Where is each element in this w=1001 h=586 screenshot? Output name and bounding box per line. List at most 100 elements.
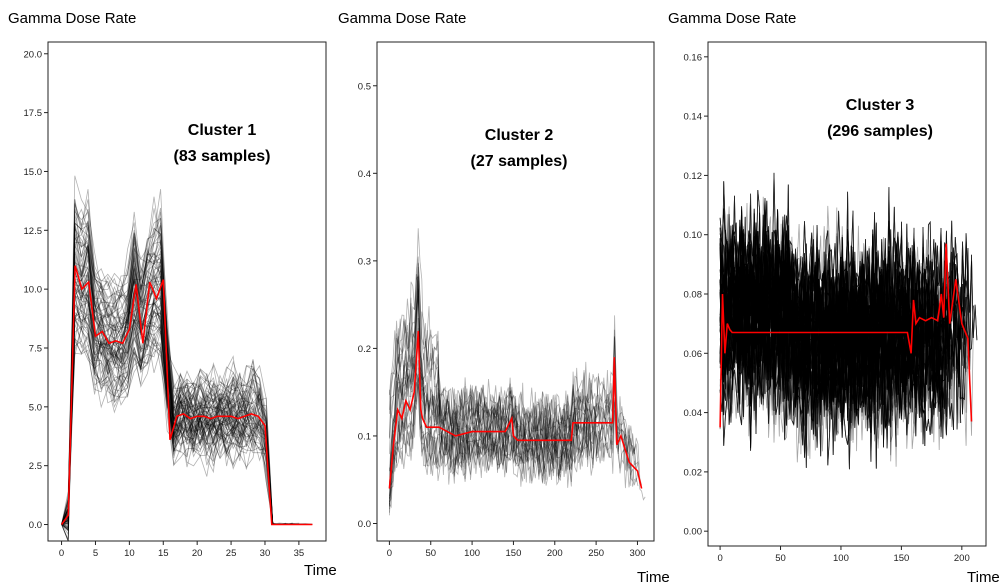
sample-trace — [61, 313, 286, 541]
sample-trace — [719, 273, 942, 468]
sample-trace — [719, 220, 974, 405]
centroid-line — [388, 330, 643, 489]
sample-trace — [389, 383, 615, 499]
sample-trace — [719, 184, 967, 367]
x-axis-label: Time — [637, 569, 670, 586]
x-tick-label: 250 — [588, 548, 604, 559]
sample-trace — [719, 184, 967, 367]
sample-trace — [61, 234, 260, 524]
sample-trace — [720, 251, 924, 426]
sample-trace — [61, 243, 254, 525]
plot-area — [707, 41, 987, 547]
y-axis-label: Gamma Dose Rate — [668, 10, 796, 27]
y-tick-label: 0.08 — [684, 290, 703, 301]
sample-trace — [719, 253, 953, 413]
sample-trace — [61, 279, 300, 525]
x-tick-label: 30 — [260, 548, 271, 559]
sample-trace — [720, 251, 924, 426]
sample-trace — [61, 294, 280, 528]
sample-trace — [61, 285, 300, 525]
x-tick-label: 50 — [775, 553, 786, 564]
sample-trace — [719, 172, 972, 398]
sample-trace — [719, 248, 942, 462]
sample-trace — [61, 222, 260, 525]
sample-trace — [719, 283, 954, 456]
sample-trace — [61, 259, 254, 525]
sample-trace — [61, 277, 300, 525]
sample-trace — [719, 285, 974, 446]
sample-trace — [719, 225, 897, 414]
sample-trace — [389, 373, 639, 516]
sample-trace — [719, 193, 926, 408]
sample-trace — [719, 277, 944, 470]
sample-trace — [719, 195, 967, 413]
sample-trace — [719, 273, 942, 468]
sample-trace — [389, 381, 617, 509]
sample-trace — [61, 254, 234, 541]
sample-trace — [61, 265, 247, 541]
sample-trace — [61, 221, 280, 525]
x-tick-label: 50 — [425, 548, 436, 559]
sample-trace — [719, 214, 951, 415]
centroid-line — [719, 243, 973, 428]
sample-trace — [719, 225, 897, 414]
sample-trace — [719, 277, 944, 470]
sample-trace — [719, 275, 897, 469]
y-tick-label: 0.14 — [684, 112, 703, 123]
x-tick-label: 100 — [833, 553, 849, 564]
sample-trace — [719, 214, 951, 415]
sample-trace — [719, 213, 904, 408]
sample-trace — [719, 184, 967, 367]
sample-trace — [719, 236, 962, 424]
y-axis-label: Gamma Dose Rate — [338, 10, 466, 27]
sample-trace — [719, 214, 942, 432]
y-tick-label: 7.5 — [29, 343, 42, 354]
sample-trace — [61, 279, 241, 525]
sample-trace — [719, 209, 927, 396]
sample-trace — [389, 372, 614, 505]
sample-count-label: (27 samples) — [471, 153, 568, 170]
sample-trace — [719, 189, 945, 384]
sample-trace — [719, 224, 958, 420]
sample-trace — [719, 202, 936, 380]
sample-trace — [719, 223, 960, 391]
sample-count-label: (83 samples) — [174, 148, 271, 165]
sample-trace — [61, 293, 260, 525]
plot-area — [376, 41, 655, 542]
sample-trace — [719, 275, 897, 469]
sample-trace — [719, 209, 965, 411]
sample-traces — [389, 228, 646, 516]
x-tick-label: 200 — [547, 548, 563, 559]
sample-trace — [719, 196, 967, 405]
y-tick-label: 17.5 — [24, 108, 43, 119]
cluster-title: Cluster 3 — [846, 97, 915, 114]
y-tick-label: 12.5 — [24, 226, 43, 237]
sample-trace — [719, 172, 972, 398]
sample-trace — [61, 226, 287, 525]
sample-trace — [719, 278, 936, 458]
sample-trace — [61, 311, 260, 531]
sample-trace — [61, 208, 293, 525]
sample-trace — [719, 206, 897, 388]
sample-trace — [61, 343, 293, 525]
sample-trace — [719, 236, 962, 424]
sample-trace — [719, 225, 911, 424]
y-tick-label: 0.10 — [684, 230, 703, 241]
x-tick-label: 20 — [192, 548, 203, 559]
y-tick-label: 20.0 — [24, 49, 43, 60]
sample-trace — [719, 244, 969, 435]
x-tick-label: 150 — [506, 548, 522, 559]
sample-trace — [719, 273, 971, 431]
sample-trace — [719, 213, 904, 408]
x-tick-label: 5 — [93, 548, 98, 559]
sample-trace — [61, 222, 234, 525]
sample-trace — [719, 224, 958, 420]
chart-panel-2: Gamma Dose Rate Time 0.0 0.1 0.2 0.3 0.4 0.5 0 50… — [338, 10, 670, 586]
x-tick-label: 300 — [630, 548, 646, 559]
sample-trace — [389, 276, 635, 487]
sample-trace — [719, 213, 904, 408]
sample-trace — [719, 213, 904, 408]
sample-trace — [389, 266, 581, 486]
sample-trace — [389, 377, 594, 503]
